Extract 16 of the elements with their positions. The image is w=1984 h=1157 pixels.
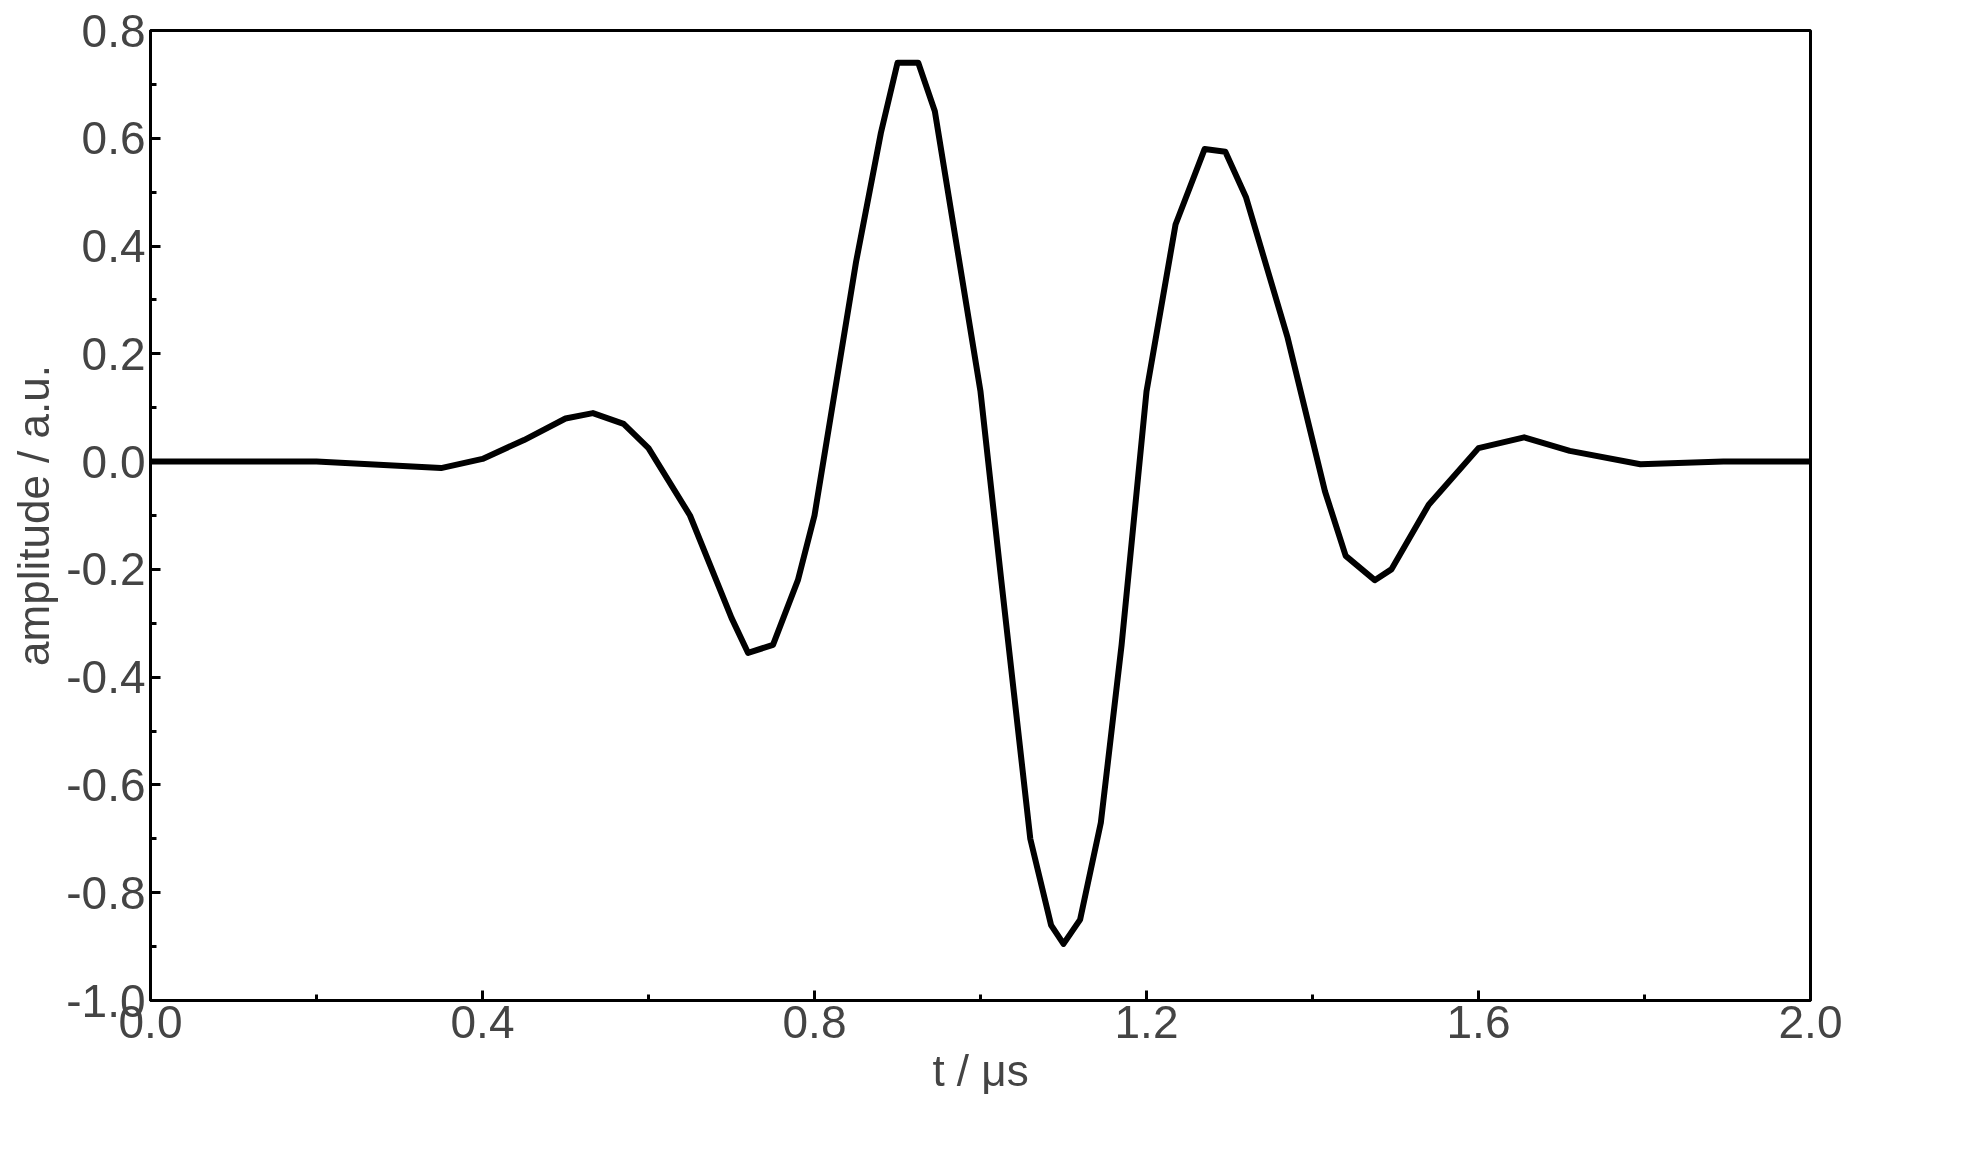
y-tick-label: 0.0: [81, 435, 146, 488]
x-axis-title: t / μs: [932, 1045, 1029, 1095]
y-tick-label: 0.8: [81, 4, 146, 57]
x-tick-label: 0.8: [782, 995, 847, 1048]
y-tick-label: 0.4: [81, 220, 146, 273]
y-tick-label: 0.2: [81, 327, 146, 380]
y-axis-title: amplitude / a.u.: [9, 365, 59, 666]
y-tick-label: -0.4: [66, 651, 146, 704]
x-tick-label: 1.6: [1446, 995, 1511, 1048]
y-tick-label: -0.6: [66, 758, 146, 811]
y-tick-label: -0.8: [66, 866, 146, 919]
x-tick-label: 1.2: [1114, 995, 1179, 1048]
x-tick-label: 0.4: [450, 995, 515, 1048]
y-tick-label: -0.2: [66, 543, 146, 596]
x-tick-label: 2.0: [1778, 995, 1843, 1048]
y-tick-label: 0.6: [81, 112, 146, 165]
